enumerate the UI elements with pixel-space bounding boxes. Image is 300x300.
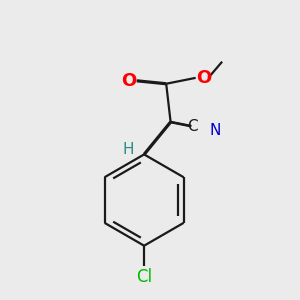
Text: N: N [209, 123, 220, 138]
Text: Cl: Cl [136, 268, 152, 286]
Text: C: C [188, 119, 198, 134]
Text: O: O [196, 69, 212, 87]
Text: H: H [122, 142, 134, 158]
Text: O: O [121, 72, 136, 90]
